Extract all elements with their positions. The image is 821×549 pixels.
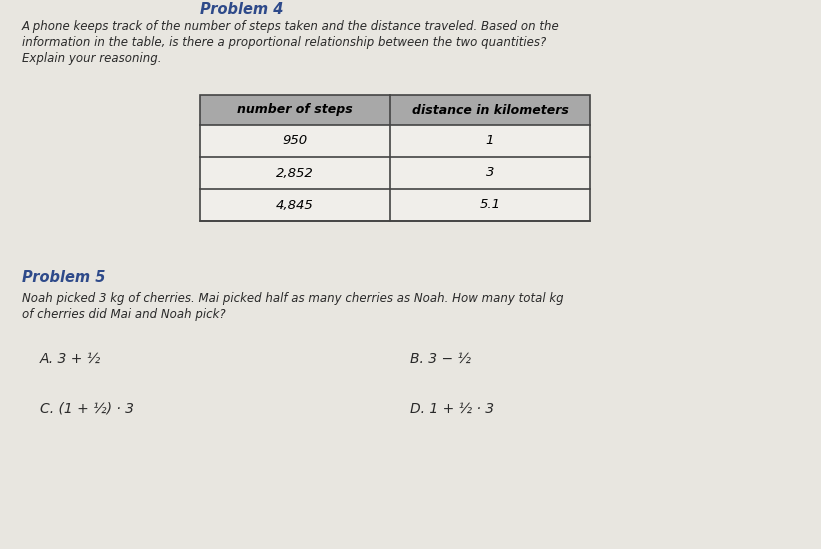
Text: Explain your reasoning.: Explain your reasoning.	[22, 52, 162, 65]
Text: A. 3 + ½: A. 3 + ½	[40, 352, 101, 366]
FancyBboxPatch shape	[200, 157, 590, 189]
Text: distance in kilometers: distance in kilometers	[411, 104, 568, 116]
Text: Noah picked 3 kg of cherries. Mai picked half as many cherries as Noah. How many: Noah picked 3 kg of cherries. Mai picked…	[22, 292, 564, 305]
Text: A phone keeps track of the number of steps taken and the distance traveled. Base: A phone keeps track of the number of ste…	[22, 20, 560, 33]
Text: 950: 950	[282, 135, 308, 148]
Text: 3: 3	[486, 166, 494, 180]
Text: Problem 4: Problem 4	[200, 2, 283, 17]
FancyBboxPatch shape	[200, 189, 590, 221]
Text: Problem 5: Problem 5	[22, 270, 105, 285]
Text: of cherries did Mai and Noah pick?: of cherries did Mai and Noah pick?	[22, 308, 226, 321]
Text: 5.1: 5.1	[479, 199, 501, 211]
Text: D. 1 + ½ · 3: D. 1 + ½ · 3	[410, 402, 494, 416]
Bar	[200, 95, 590, 221]
Text: B. 3 − ½: B. 3 − ½	[410, 352, 471, 366]
Text: information in the table, is there a proportional relationship between the two q: information in the table, is there a pro…	[22, 36, 546, 49]
Text: 1: 1	[486, 135, 494, 148]
Text: 2,852: 2,852	[276, 166, 314, 180]
FancyBboxPatch shape	[200, 125, 590, 157]
Text: C. (1 + ½) · 3: C. (1 + ½) · 3	[40, 402, 134, 416]
FancyBboxPatch shape	[200, 95, 590, 125]
Text: number of steps: number of steps	[237, 104, 353, 116]
Text: 4,845: 4,845	[276, 199, 314, 211]
